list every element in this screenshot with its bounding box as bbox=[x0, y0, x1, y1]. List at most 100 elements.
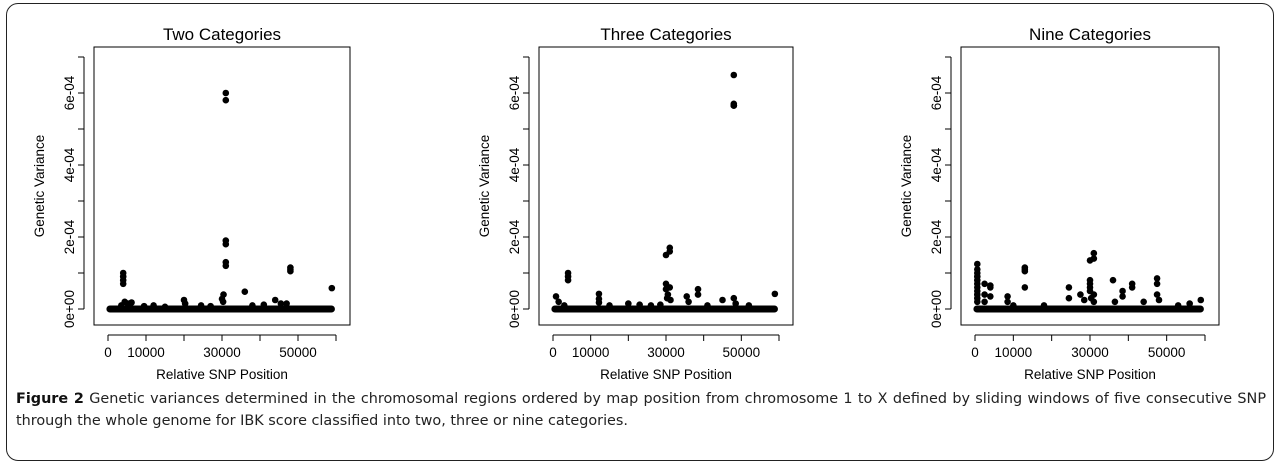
data-point bbox=[595, 290, 603, 298]
data-point bbox=[222, 89, 230, 97]
data-point bbox=[595, 299, 603, 306]
y-tick-label: 0e+00 bbox=[62, 290, 77, 328]
data-point bbox=[667, 296, 674, 304]
data-point bbox=[283, 300, 290, 307]
y-tick-label: 2e-04 bbox=[507, 219, 522, 254]
plot-box bbox=[960, 46, 1220, 326]
y-tick-label: 2e-04 bbox=[929, 219, 944, 254]
data-point bbox=[328, 284, 336, 292]
y-axis-label: Genetic Variance bbox=[477, 135, 492, 238]
data-point bbox=[694, 285, 702, 293]
data-point bbox=[561, 302, 568, 309]
y-tick-label: 6e-04 bbox=[507, 75, 522, 110]
data-point bbox=[1021, 267, 1029, 275]
chart-title: Nine Categories bbox=[1029, 25, 1151, 44]
data-point bbox=[730, 71, 738, 79]
data-point bbox=[249, 302, 256, 309]
x-tick-label: 30000 bbox=[647, 345, 685, 360]
data-point bbox=[287, 267, 294, 275]
data-point bbox=[606, 302, 613, 309]
y-tick-label: 4e-04 bbox=[929, 147, 944, 182]
y-axis-label: Genetic Variance bbox=[32, 135, 47, 238]
data-point bbox=[222, 96, 230, 104]
figure-caption-text: Genetic variances determined in the chro… bbox=[16, 391, 1266, 429]
data-point bbox=[1065, 284, 1073, 291]
data-point bbox=[1090, 249, 1098, 257]
y-tick-label: 2e-04 bbox=[62, 219, 77, 254]
x-axis-label: Relative SNP Position bbox=[600, 367, 732, 382]
data-point bbox=[220, 291, 227, 298]
data-point bbox=[119, 280, 127, 288]
plot-box bbox=[93, 46, 351, 326]
data-point bbox=[730, 294, 738, 302]
x-tick-label: 50000 bbox=[723, 345, 761, 360]
figure-caption: Figure 2 Genetic variances determined in… bbox=[16, 388, 1266, 432]
data-point bbox=[181, 300, 189, 307]
data-point bbox=[1004, 298, 1011, 306]
data-point bbox=[140, 302, 148, 310]
data-point bbox=[981, 298, 988, 306]
y-tick-label: 0e+00 bbox=[507, 290, 522, 328]
data-point bbox=[666, 248, 674, 255]
x-tick-label: 50000 bbox=[279, 345, 317, 360]
data-point bbox=[745, 302, 753, 309]
data-point bbox=[1153, 275, 1161, 282]
chart-title: Two Categories bbox=[163, 25, 281, 44]
data-point bbox=[1004, 293, 1011, 300]
data-point bbox=[150, 302, 157, 309]
data-point bbox=[1065, 294, 1073, 302]
data-point bbox=[704, 302, 711, 309]
data-point bbox=[1077, 291, 1084, 298]
y-tick-label: 4e-04 bbox=[62, 147, 77, 182]
y-axis-label: Genetic Variance bbox=[899, 135, 914, 238]
data-point bbox=[666, 284, 674, 291]
data-point bbox=[222, 262, 230, 270]
data-point bbox=[1111, 298, 1119, 306]
data-point bbox=[555, 298, 562, 306]
data-point bbox=[271, 296, 279, 304]
data-point bbox=[1080, 296, 1088, 304]
x-tick-label: 0 bbox=[104, 345, 112, 360]
data-point bbox=[974, 298, 981, 306]
data-point bbox=[1040, 302, 1048, 309]
x-tick-label: 10000 bbox=[127, 345, 165, 360]
data-point bbox=[1090, 298, 1098, 306]
panel-nine-categories: Nine Categories 0 10000 30000 50000 0e+00 2e-0… bbox=[899, 25, 1220, 382]
data-point bbox=[694, 291, 702, 298]
x-axis-label: Relative SNP Position bbox=[1024, 367, 1156, 382]
data-point bbox=[981, 280, 988, 288]
x-tick-label: 10000 bbox=[572, 345, 610, 360]
data-point bbox=[1140, 298, 1147, 306]
data-point bbox=[1174, 302, 1182, 309]
data-point bbox=[771, 290, 779, 298]
data-point bbox=[128, 299, 135, 306]
x-tick-label: 30000 bbox=[1071, 345, 1109, 360]
data-point bbox=[1197, 296, 1205, 304]
panel-two-categories: Two Categories 0 10000 30000 50000 0e+00 2e-04… bbox=[32, 25, 351, 382]
x-tick-label: 30000 bbox=[203, 345, 241, 360]
x-tick-label: 0 bbox=[971, 345, 979, 360]
figure-frame bbox=[6, 3, 1274, 461]
data-point bbox=[207, 302, 214, 310]
data-point bbox=[685, 298, 692, 306]
data-point bbox=[118, 302, 125, 309]
x-tick-label: 0 bbox=[549, 345, 557, 360]
data-point bbox=[1119, 293, 1126, 300]
x-axis-label: Relative SNP Position bbox=[156, 367, 288, 382]
data-point bbox=[1186, 300, 1193, 307]
data-point bbox=[552, 293, 560, 300]
data-point bbox=[241, 288, 249, 296]
x-tick-label: 50000 bbox=[1148, 345, 1186, 360]
data-point bbox=[222, 240, 230, 248]
data-point bbox=[1119, 287, 1126, 295]
chart-title: Three Categories bbox=[600, 25, 731, 44]
data-point bbox=[219, 298, 227, 306]
data-point bbox=[1010, 302, 1017, 309]
plot-box bbox=[538, 46, 794, 326]
data-point bbox=[277, 300, 285, 307]
y-tick-label: 6e-04 bbox=[929, 75, 944, 110]
data-point bbox=[719, 296, 726, 304]
data-point bbox=[1021, 284, 1029, 291]
data-point bbox=[1109, 276, 1117, 284]
